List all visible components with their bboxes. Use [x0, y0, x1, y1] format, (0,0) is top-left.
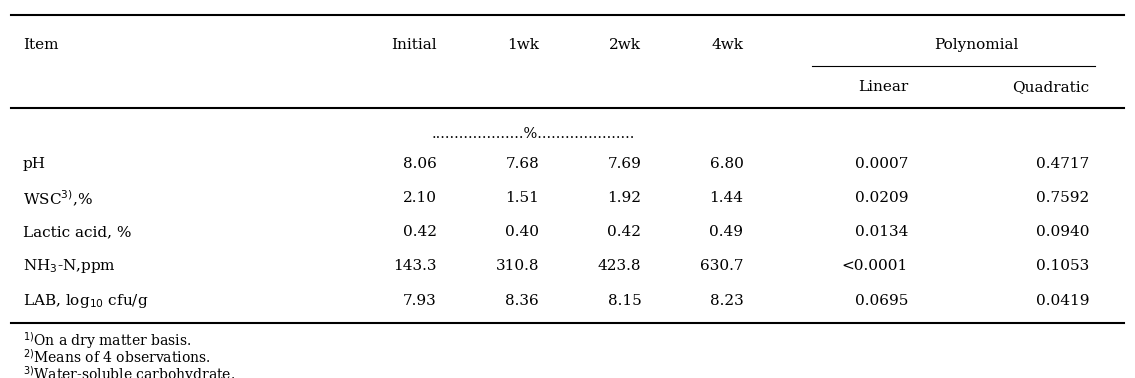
Text: Initial: Initial	[392, 38, 437, 53]
Text: 423.8: 423.8	[598, 259, 641, 274]
Text: 7.68: 7.68	[505, 157, 539, 172]
Text: 0.0007: 0.0007	[855, 157, 908, 172]
Text: 8.23: 8.23	[709, 293, 743, 308]
Text: Linear: Linear	[858, 80, 908, 94]
Text: 1wk: 1wk	[507, 38, 539, 53]
Text: WSC$^{3)}$,%: WSC$^{3)}$,%	[23, 188, 93, 209]
Text: 0.42: 0.42	[607, 225, 641, 240]
Text: <0.0001: <0.0001	[842, 259, 908, 274]
Text: 8.36: 8.36	[505, 293, 539, 308]
Text: 0.0940: 0.0940	[1036, 225, 1090, 240]
Text: 0.0134: 0.0134	[855, 225, 908, 240]
Text: ....................%.....................: ....................%...................…	[431, 127, 636, 141]
Text: 0.40: 0.40	[505, 225, 539, 240]
Text: $^{3)}$Water-soluble carbohydrate.: $^{3)}$Water-soluble carbohydrate.	[23, 364, 235, 378]
Text: 2wk: 2wk	[609, 38, 641, 53]
Text: $^{2)}$Means of 4 observations.: $^{2)}$Means of 4 observations.	[23, 348, 210, 366]
Text: 0.0695: 0.0695	[855, 293, 908, 308]
Text: pH: pH	[23, 157, 45, 172]
Text: 7.93: 7.93	[403, 293, 437, 308]
Text: 8.06: 8.06	[403, 157, 437, 172]
Text: 0.4717: 0.4717	[1036, 157, 1090, 172]
Text: LAB, log$_{10}$ cfu/g: LAB, log$_{10}$ cfu/g	[23, 291, 148, 310]
Text: 7.69: 7.69	[607, 157, 641, 172]
Text: 0.42: 0.42	[403, 225, 437, 240]
Text: NH$_3$-N,ppm: NH$_3$-N,ppm	[23, 257, 116, 276]
Text: 2.10: 2.10	[403, 191, 437, 206]
Text: Item: Item	[23, 38, 58, 53]
Text: Lactic acid, %: Lactic acid, %	[23, 225, 132, 240]
Text: 8.15: 8.15	[607, 293, 641, 308]
Text: 0.0419: 0.0419	[1036, 293, 1090, 308]
Text: 310.8: 310.8	[496, 259, 539, 274]
Text: 1.92: 1.92	[607, 191, 641, 206]
Text: 630.7: 630.7	[700, 259, 743, 274]
Text: 0.0209: 0.0209	[855, 191, 908, 206]
Text: 1.44: 1.44	[709, 191, 743, 206]
Text: 0.49: 0.49	[709, 225, 743, 240]
Text: 0.7592: 0.7592	[1036, 191, 1090, 206]
Text: 1.51: 1.51	[505, 191, 539, 206]
Text: 143.3: 143.3	[394, 259, 437, 274]
Text: 6.80: 6.80	[709, 157, 743, 172]
Text: 4wk: 4wk	[712, 38, 743, 53]
Text: $^{1)}$On a dry matter basis.: $^{1)}$On a dry matter basis.	[23, 330, 191, 351]
Text: Quadratic: Quadratic	[1012, 80, 1090, 94]
Text: Polynomial: Polynomial	[934, 38, 1018, 53]
Text: 0.1053: 0.1053	[1036, 259, 1090, 274]
